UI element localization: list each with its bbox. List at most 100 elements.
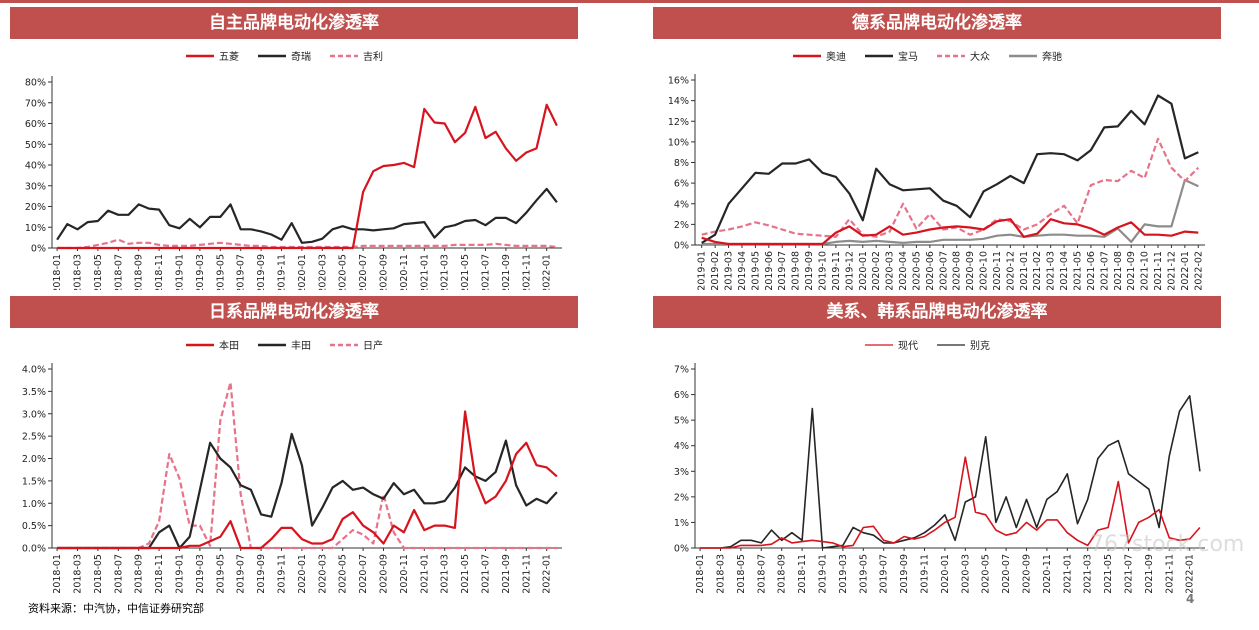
x-tick-label: 2019-03: [724, 251, 735, 291]
y-tick-label: 4.0%: [22, 365, 46, 376]
x-tick-label: 2020-06: [925, 251, 936, 291]
y-tick-label: 70%: [25, 98, 46, 109]
x-tick-label: 2018-05: [736, 554, 747, 593]
y-tick-label: 2.5%: [22, 432, 46, 443]
x-tick-label: 2019-01: [175, 554, 186, 593]
y-tick-label: 30%: [25, 181, 46, 192]
x-axis: 2019-01 2019-02 2019-03 2019-04 2019-05 2019-…: [695, 244, 1205, 291]
legend: 五菱 奇瑞 吉利: [186, 50, 383, 63]
x-tick-label: 2019-05: [750, 251, 761, 291]
y-tick-label: 0%: [674, 544, 689, 555]
chart-title-japanese: 日系品牌电动化渗透率: [10, 296, 578, 328]
legend-item-1: 奇瑞: [258, 50, 311, 63]
x-tick-label: 2020-04: [898, 251, 909, 291]
x-tick-label: 2020-07: [358, 254, 369, 290]
x-tick-label: 2018-11: [154, 554, 165, 593]
legend-label: 日产: [363, 339, 383, 352]
legend-item-1: 丰田: [258, 339, 311, 352]
series-line-1: [701, 94, 1199, 244]
x-tick-label: 2020-03: [317, 554, 328, 593]
legend-item-0: 五菱: [186, 51, 239, 63]
x-tick-label: 2019-01: [175, 254, 186, 290]
x-tick-label: 2020-08: [952, 251, 963, 291]
x-tick-label: 2022-02: [1193, 251, 1204, 291]
x-tick-label: 2021-11: [521, 554, 532, 593]
x-tick-label: 2020-09: [1022, 554, 1033, 593]
series-group: [700, 395, 1201, 549]
x-tick-label: 2020-02: [871, 251, 882, 291]
y-tick-label: 3%: [674, 467, 689, 478]
x-tick-label: 2021-01: [419, 554, 430, 593]
chart-japanese: 本田 丰田 日产 0.0% 0.5% 1.0% 1.5% 2.0% 2.5% 3.0% 3.5% 4.…: [22, 339, 562, 593]
y-tick-label: 60%: [25, 119, 46, 130]
x-tick-label: 2018-05: [93, 254, 104, 290]
legend-label: 别克: [970, 340, 990, 352]
x-tick-label: 2022-01: [1180, 251, 1191, 291]
x-tick-label: 2018-01: [52, 254, 63, 290]
x-tick-label: 2019-03: [195, 254, 206, 290]
x-tick-label: 2021-01: [1019, 251, 1030, 291]
y-axis: 0% 10% 20% 30% 40% 50% 60% 70% 80%: [25, 76, 53, 255]
x-tick-label: 2021-03: [1083, 554, 1094, 593]
page-number: 4: [1186, 592, 1195, 606]
y-tick-label: 0.5%: [22, 521, 46, 532]
y-tick-label: 1.0%: [22, 499, 46, 510]
chart-domestic: 五菱 奇瑞 吉利0%10%20%30%40%50%60%70%80%2018-01 2…: [25, 50, 562, 290]
legend-label: 大众: [970, 50, 990, 63]
x-tick-label: 2020-12: [1005, 251, 1016, 291]
y-tick-label: 2.0%: [22, 454, 46, 465]
x-tick-label: 2020-01: [858, 251, 869, 291]
x-tick-label: 2019-09: [899, 554, 910, 593]
y-tick-label: 0%: [31, 244, 46, 255]
x-tick-label: 2021-02: [1032, 251, 1043, 291]
legend-label: 吉利: [363, 51, 383, 63]
y-tick-label: 14%: [668, 96, 689, 107]
y-tick-label: 12%: [668, 117, 689, 128]
y-tick-label: 6%: [674, 179, 689, 190]
x-tick-label: 2018-03: [716, 554, 727, 593]
legend-item-0: 现代: [865, 340, 918, 352]
y-tick-label: 4%: [674, 441, 689, 452]
x-tick-label: 2020-03: [960, 554, 971, 593]
x-tick-label: 2019-01: [697, 251, 708, 291]
chart-title-domestic: 自主品牌电动化渗透率: [10, 7, 578, 39]
series-line-0: [700, 456, 1201, 549]
x-tick-label: 2018-07: [113, 254, 124, 290]
x-tick-label: 2021-09: [501, 254, 512, 290]
series-line-2: [57, 381, 557, 550]
legend-item-2: 大众: [937, 50, 990, 63]
y-axis: 0% 1% 2% 3% 4% 5% 6% 7%: [674, 363, 696, 555]
x-tick-label: 2021-09: [1126, 251, 1137, 291]
source-note: 资料来源：中汽协，中信证券研究部: [28, 602, 204, 615]
x-tick-label: 2021-03: [440, 554, 451, 593]
x-tick-label: 2018-11: [797, 554, 808, 593]
y-tick-label: 20%: [25, 202, 46, 213]
x-tick-label: 2022-01: [542, 254, 553, 290]
x-tick-label: 2022-01: [1185, 554, 1196, 593]
legend-label: 本田: [219, 339, 239, 352]
y-tick-label: 10%: [668, 137, 689, 148]
y-tick-label: 4%: [674, 199, 689, 210]
x-tick-label: 2021-01: [1062, 554, 1073, 593]
y-axis: 0.0% 0.5% 1.0% 1.5% 2.0% 2.5% 3.0% 3.5% 4.0%: [22, 363, 53, 555]
x-tick-label: 2019-11: [920, 554, 931, 593]
x-tick-label: 2021-12: [1166, 251, 1177, 291]
y-tick-label: 3.0%: [22, 409, 46, 420]
x-tick-label: 2020-09: [379, 554, 390, 593]
x-tick-label: 2020-11: [1042, 554, 1053, 593]
x-tick-label: 2021-10: [1140, 251, 1151, 291]
legend: 现代 别克: [865, 340, 990, 352]
y-tick-label: 2%: [674, 220, 689, 231]
x-tick-label: 2021-07: [481, 554, 492, 593]
x-tick-label: 2019-03: [838, 554, 849, 593]
legend-label: 现代: [898, 340, 918, 352]
x-tick-label: 2020-09: [965, 251, 976, 291]
x-tick-label: 2019-03: [195, 554, 206, 593]
x-tick-label: 2019-10: [818, 251, 829, 291]
series-group: [56, 103, 558, 250]
series-line-2: [57, 238, 558, 250]
x-tick-label: 2019-02: [710, 251, 721, 291]
x-tick-label: 2022-01: [542, 554, 553, 593]
x-tick-label: 2021-04: [1059, 251, 1070, 291]
x-tick-label: 2021-11: [1153, 251, 1164, 291]
